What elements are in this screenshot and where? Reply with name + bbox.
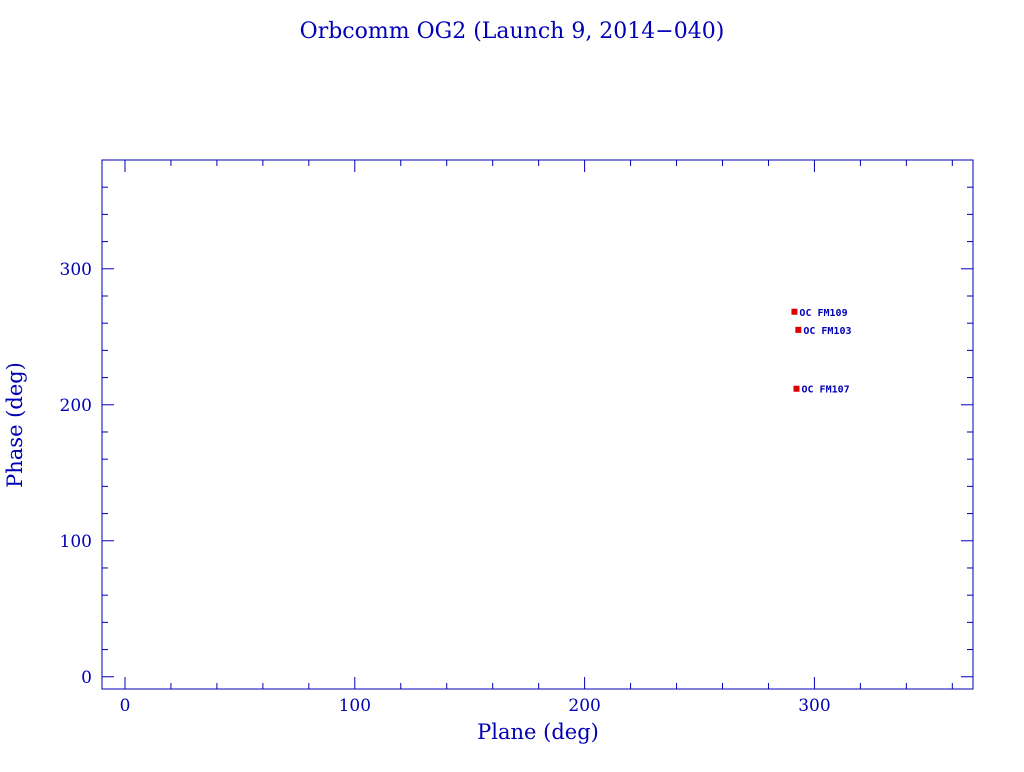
data-points: OC FM109 OC FM103 OC FM107: [791, 308, 852, 396]
point-label: OC FM109: [799, 308, 847, 319]
point-label: OC FM103: [803, 326, 851, 337]
y-tick-label: 100: [60, 532, 92, 552]
plot-frame: [101, 159, 974, 690]
x-axis-label: Plane (deg): [477, 720, 599, 744]
y-tick-label: 300: [60, 260, 92, 280]
y-axis-label: Phase (deg): [3, 362, 27, 488]
x-tick-label: 100: [339, 696, 371, 716]
y-tick-labels: 0 100 200 300: [60, 260, 92, 688]
y-tick-label: 0: [81, 668, 92, 688]
x-tick-label: 200: [568, 696, 600, 716]
x-tick-label: 300: [798, 696, 830, 716]
data-point: [795, 326, 802, 333]
x-tick-labels: 0 100 200 300: [120, 696, 831, 716]
axis-ticks: [102, 159, 973, 689]
chart-title: Orbcomm OG2 (Launch 9, 2014−040): [300, 19, 725, 44]
point-label: OC FM107: [802, 385, 850, 396]
y-tick-label: 200: [60, 396, 92, 416]
x-tick-label: 0: [120, 696, 131, 716]
data-point: [793, 385, 800, 392]
data-point: [791, 308, 798, 315]
